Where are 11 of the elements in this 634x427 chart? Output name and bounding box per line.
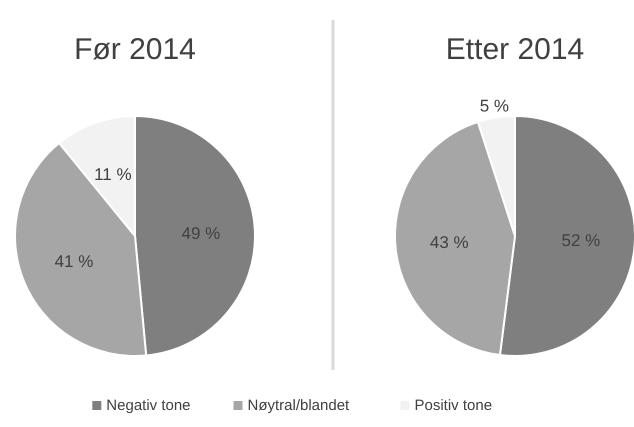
data-label: 43 % — [430, 233, 469, 252]
data-label: 41 % — [54, 252, 94, 271]
data-label: 49 % — [182, 224, 220, 243]
legend-label: Negativ tone — [106, 397, 191, 414]
data-label: 11 % — [94, 164, 132, 184]
chart-title: Før 2014 — [74, 33, 196, 66]
legend-label: Positiv tone — [414, 397, 492, 414]
legend-label: Nøytral/blandet — [248, 397, 350, 414]
data-label: 5 % — [480, 96, 509, 116]
data-label: 52 % — [561, 231, 600, 250]
chart-title: Etter 2014 — [446, 33, 584, 66]
